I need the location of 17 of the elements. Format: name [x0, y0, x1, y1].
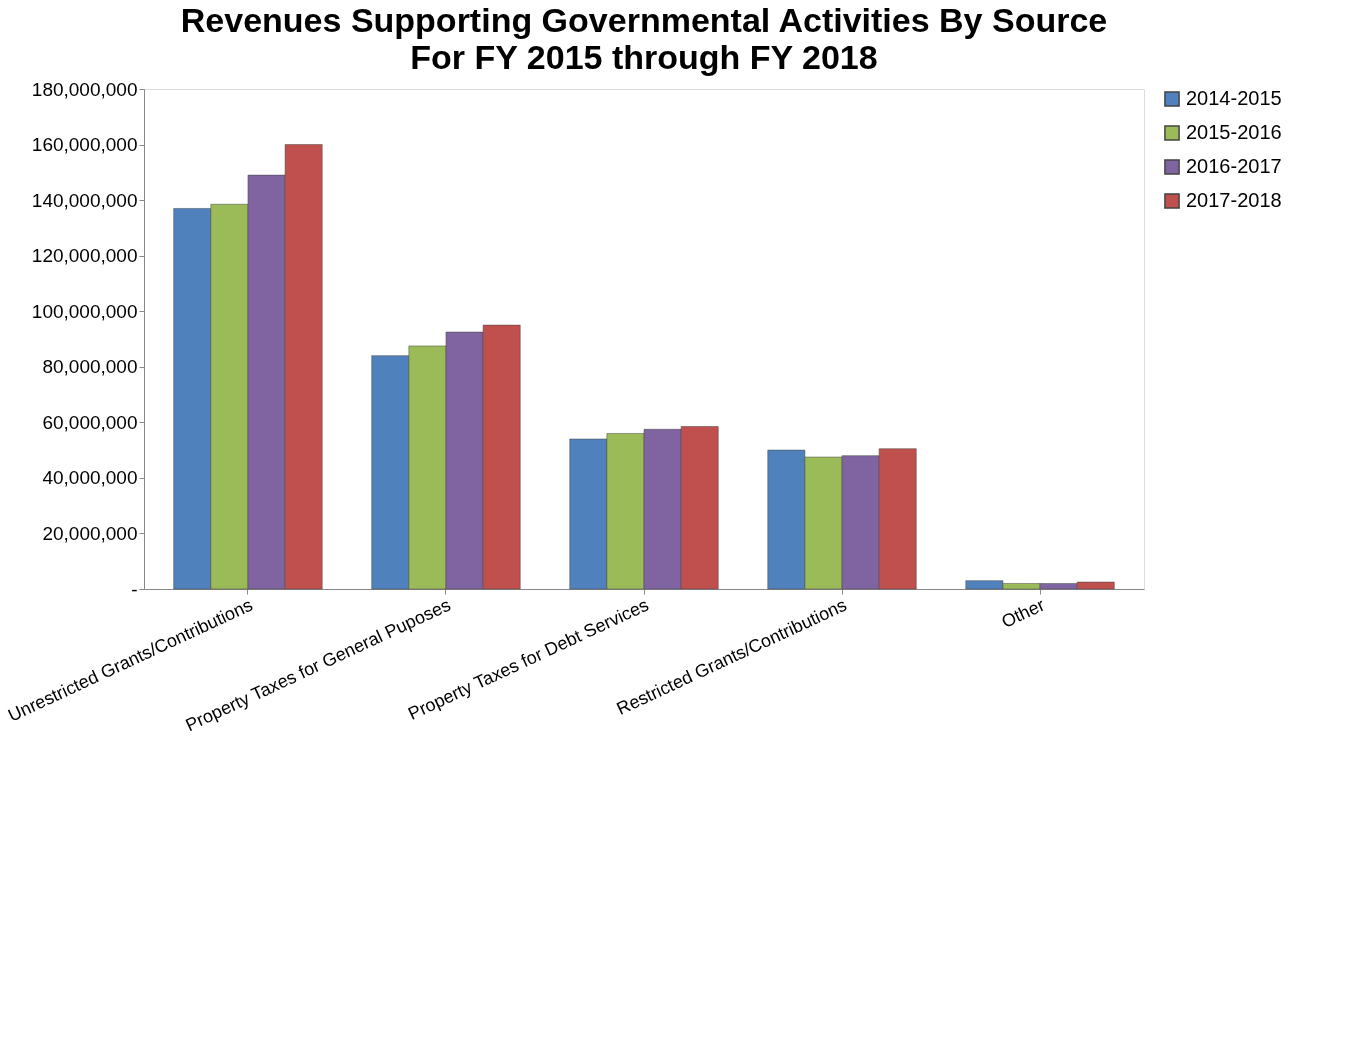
legend-label: 2015-2016	[1186, 121, 1282, 143]
y-tick-label: 20,000,000	[42, 522, 138, 544]
y-tick-label: 180,000,000	[31, 78, 138, 100]
y-tick-label: -	[131, 578, 138, 600]
legend-label: 2017-2018	[1186, 189, 1282, 211]
chart-title: Revenues Supporting Governmental Activities By Source	[180, 1, 1108, 39]
legend-label: 2016-2017	[1186, 155, 1282, 177]
x-tick-label: Other	[998, 594, 1048, 632]
y-tick-label: 80,000,000	[42, 356, 138, 378]
chart-subtitle: For FY 2015 through FY 2018	[410, 38, 878, 76]
y-tick-label: 40,000,000	[42, 467, 138, 489]
y-tick-label: 60,000,000	[42, 411, 138, 433]
y-tick-label: 160,000,000	[31, 134, 138, 156]
y-tick-label: 140,000,000	[31, 189, 138, 211]
legend-label: 2014-2015	[1186, 87, 1282, 109]
y-tick-label: 100,000,000	[31, 300, 138, 322]
y-tick-label: 120,000,000	[31, 245, 138, 267]
